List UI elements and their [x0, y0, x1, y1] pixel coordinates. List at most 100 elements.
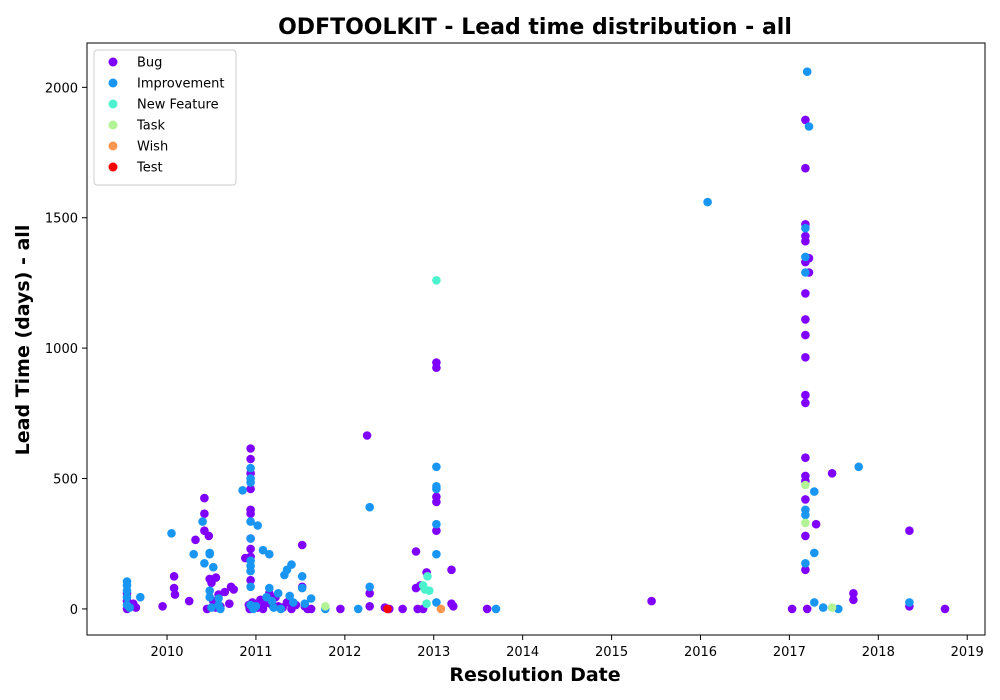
y-axis-label: Lead Time (days) - all: [12, 225, 34, 456]
series-new-feature: [418, 276, 441, 608]
data-point: [200, 493, 209, 503]
data-point: [849, 595, 858, 605]
legend-box: [93, 49, 237, 186]
legend-label: Bug: [137, 56, 162, 71]
data-point: [432, 519, 441, 529]
data-point: [225, 599, 234, 608]
data-point: [167, 529, 176, 538]
data-point: [238, 486, 247, 495]
data-point: [801, 252, 810, 262]
data-point: [811, 519, 821, 529]
legend-marker: [108, 120, 118, 130]
data-point: [849, 589, 858, 598]
data-point: [214, 594, 223, 603]
data-point: [205, 549, 214, 559]
data-point: [940, 604, 950, 614]
data-point: [297, 583, 307, 593]
data-point: [432, 484, 441, 494]
data-point: [905, 526, 914, 535]
data-point: [125, 603, 134, 612]
data-point: [801, 289, 810, 298]
data-point: [170, 590, 180, 599]
data-point: [827, 469, 837, 478]
data-point: [801, 163, 810, 173]
legend-label: Improvement: [137, 77, 224, 92]
data-point: [827, 603, 837, 612]
data-point: [801, 353, 810, 362]
data-point: [273, 589, 283, 598]
data-point: [200, 509, 209, 518]
data-point: [398, 604, 407, 614]
data-point: [801, 518, 810, 528]
data-point: [282, 598, 292, 607]
x-tick-label: 2015: [595, 645, 628, 660]
data-point: [801, 268, 810, 277]
data-point: [246, 444, 255, 453]
data-point: [216, 604, 225, 614]
data-point: [211, 573, 221, 582]
data-point: [365, 582, 375, 592]
data-point: [854, 462, 863, 472]
data-point: [802, 67, 812, 76]
data-point: [265, 583, 274, 593]
data-point: [818, 603, 828, 612]
legend-marker: [108, 141, 118, 151]
data-point: [804, 122, 814, 131]
legend-marker: [108, 78, 118, 88]
x-axis-label: Resolution Date: [449, 664, 620, 686]
data-point: [300, 599, 310, 608]
series-test: [383, 604, 392, 614]
data-point: [801, 398, 810, 408]
data-point: [158, 602, 167, 611]
data-point: [136, 592, 145, 602]
data-point: [253, 521, 262, 530]
x-tick-label: 2013: [417, 645, 450, 660]
data-point: [810, 548, 819, 558]
data-point: [246, 509, 255, 518]
legend: Bug Improvement New Feature Task Wish Test: [93, 49, 237, 186]
y-tick-label: 1500: [45, 212, 78, 227]
legend-label: Test: [136, 161, 163, 176]
data-point: [205, 586, 214, 595]
data-point: [220, 587, 230, 597]
x-tick-label: 2012: [328, 645, 361, 660]
data-point: [365, 589, 375, 598]
data-point: [246, 575, 255, 585]
data-point: [801, 223, 810, 233]
data-point: [260, 599, 270, 608]
data-point: [432, 497, 441, 507]
data-point: [423, 572, 432, 581]
series-improvement: [122, 67, 914, 614]
data-point: [801, 115, 810, 125]
data-point: [169, 583, 179, 593]
data-point: [432, 363, 441, 373]
data-point: [802, 604, 812, 614]
data-point: [787, 604, 797, 614]
data-point: [251, 602, 261, 611]
data-point: [482, 604, 492, 614]
data-point: [246, 484, 255, 494]
data-point: [267, 596, 277, 606]
data-point: [801, 495, 810, 504]
data-point: [200, 559, 209, 568]
series-wish: [436, 604, 446, 614]
data-point: [205, 592, 214, 602]
legend-marker: [108, 99, 118, 109]
legend-label: Wish: [137, 140, 168, 155]
data-point: [436, 604, 446, 614]
data-point: [207, 603, 216, 612]
data-point: [362, 431, 372, 440]
data-point: [801, 559, 810, 568]
data-point: [246, 454, 255, 464]
data-point: [491, 604, 501, 614]
data-point: [647, 596, 656, 606]
data-point: [269, 603, 279, 612]
x-tick-label: 2011: [239, 645, 272, 660]
data-point: [246, 582, 255, 592]
data-point: [229, 585, 238, 594]
data-point: [449, 602, 458, 611]
y-tick-label: 0: [70, 603, 78, 618]
data-point: [801, 390, 810, 400]
data-point: [353, 604, 363, 614]
data-point: [246, 534, 255, 543]
